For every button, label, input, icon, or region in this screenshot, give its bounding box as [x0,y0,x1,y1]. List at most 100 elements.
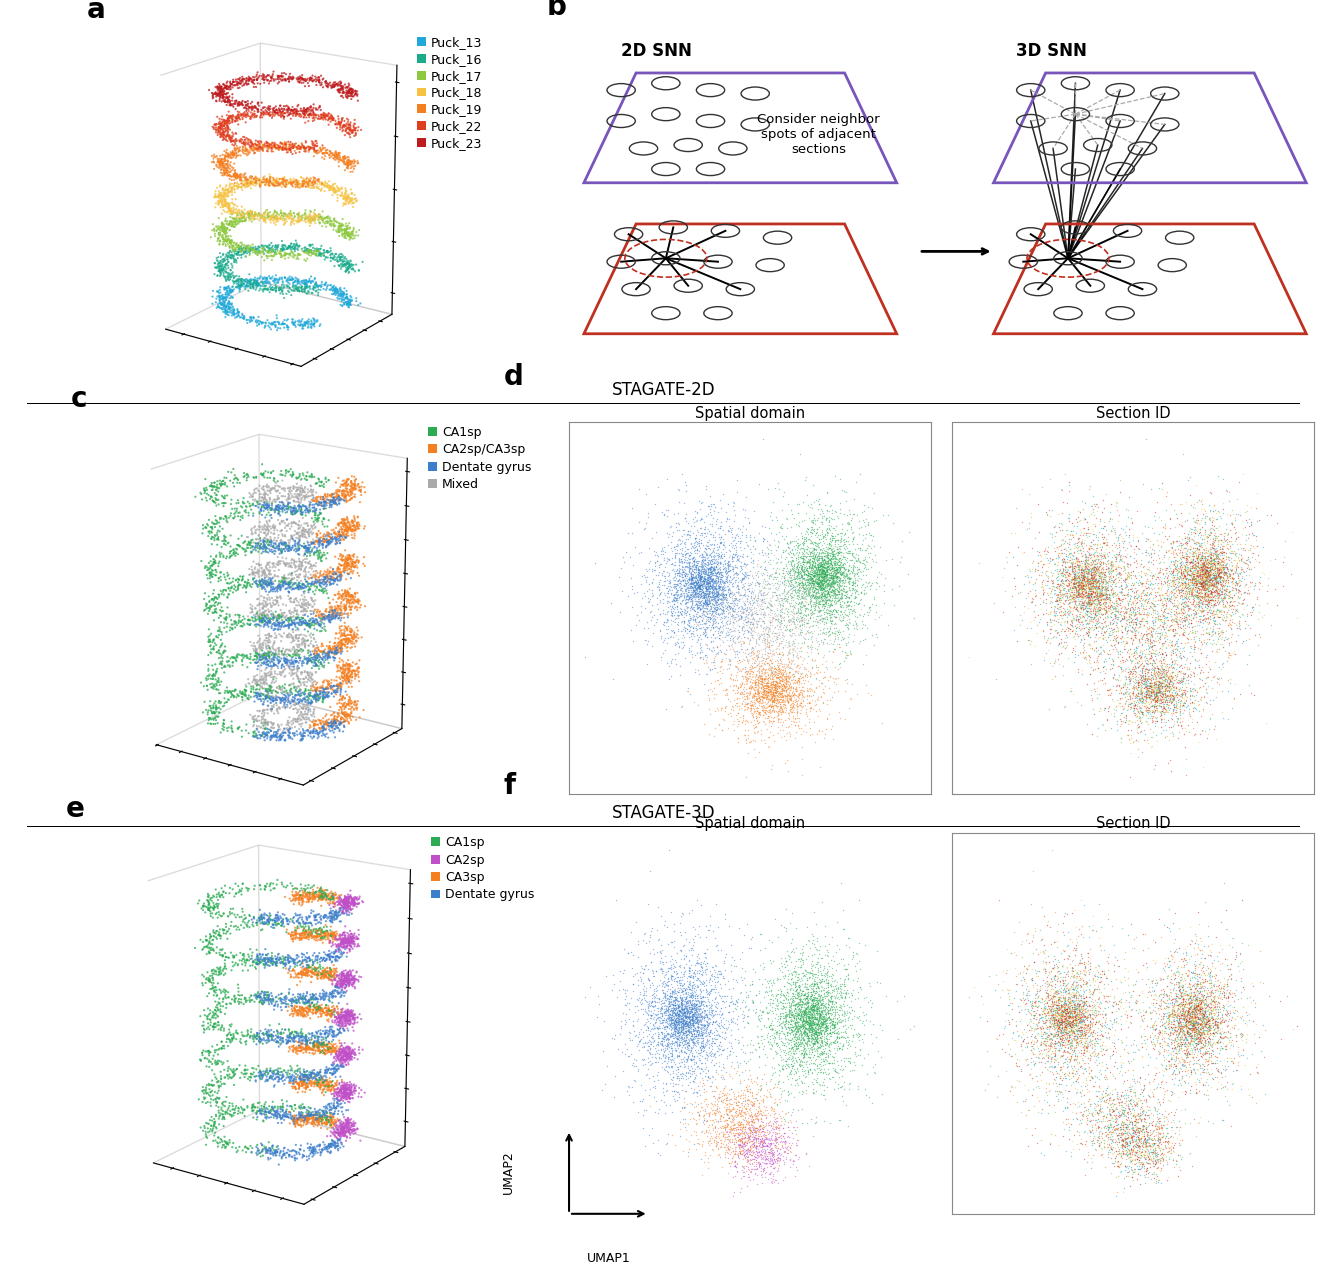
Point [1161,538,1182,558]
Point [1218,969,1239,989]
Point [1200,1046,1221,1066]
Point [782,543,803,563]
Point [1068,658,1089,679]
Point [805,1023,827,1043]
Point [1095,569,1116,590]
Point [1084,496,1105,516]
Point [1124,586,1145,606]
Point [776,684,798,704]
Point [1143,1164,1164,1185]
Point [645,991,666,1012]
Point [779,651,800,671]
Point [813,1008,835,1028]
Point [1139,643,1160,663]
Point [1054,1012,1075,1032]
Point [764,998,786,1018]
Point [1168,961,1189,981]
Point [1148,684,1169,704]
Point [1096,680,1117,700]
Point [778,684,799,704]
Point [707,567,729,587]
Point [820,616,841,637]
Point [1177,1000,1198,1021]
Point [705,1127,726,1148]
Point [758,684,779,704]
Point [1093,1036,1115,1056]
Point [1082,586,1103,606]
Point [702,605,723,625]
Point [1070,531,1091,552]
Point [798,577,819,597]
Point [1084,981,1105,1002]
Point [730,527,751,548]
Point [1217,974,1238,994]
Point [719,562,740,582]
Point [713,529,734,549]
Point [768,1146,790,1167]
Point [1176,574,1197,595]
Point [739,1125,760,1145]
Point [1058,571,1079,591]
Point [791,1022,812,1042]
Point [759,1136,780,1157]
Point [1068,558,1089,578]
Point [811,573,832,594]
Point [727,1115,748,1135]
Point [1182,573,1204,594]
Point [1074,492,1095,512]
Point [1186,545,1208,566]
Point [1153,633,1174,653]
Point [706,596,727,616]
Point [1188,548,1209,568]
Point [811,672,832,693]
Point [723,1125,744,1145]
Point [799,691,820,712]
Point [1111,1130,1132,1150]
Point [800,588,821,609]
Point [1089,561,1111,581]
Point [1143,1071,1164,1092]
Point [1166,1087,1188,1107]
Point [1043,1013,1064,1033]
Point [807,1018,828,1038]
Point [792,545,813,566]
Point [780,611,802,632]
Point [1213,569,1234,590]
Point [1091,585,1112,605]
Point [693,582,714,602]
Point [799,999,820,1019]
Point [1104,1129,1125,1149]
Point [823,592,844,613]
Point [1076,550,1097,571]
Point [790,1054,811,1074]
Point [767,627,788,647]
Point [1070,986,1091,1007]
Point [669,1000,690,1021]
Point [695,539,717,559]
Point [1074,586,1095,606]
Point [1047,599,1068,619]
Point [1188,555,1209,576]
Point [795,605,816,625]
Point [776,643,798,663]
Point [1097,698,1119,718]
Point [1105,549,1127,569]
Point [1038,1040,1059,1060]
Point [734,566,755,586]
Point [1068,1018,1089,1038]
Point [848,1023,869,1043]
Point [1140,479,1161,500]
Point [699,564,721,585]
Point [1184,550,1205,571]
Point [786,601,807,622]
Point [620,1030,641,1050]
Point [808,601,829,622]
Point [1185,573,1206,594]
Point [1072,1071,1093,1092]
Point [729,642,750,662]
Point [1117,1107,1139,1127]
Point [825,578,847,599]
Point [740,1104,762,1125]
Point [1127,1135,1148,1155]
Point [1075,965,1096,985]
